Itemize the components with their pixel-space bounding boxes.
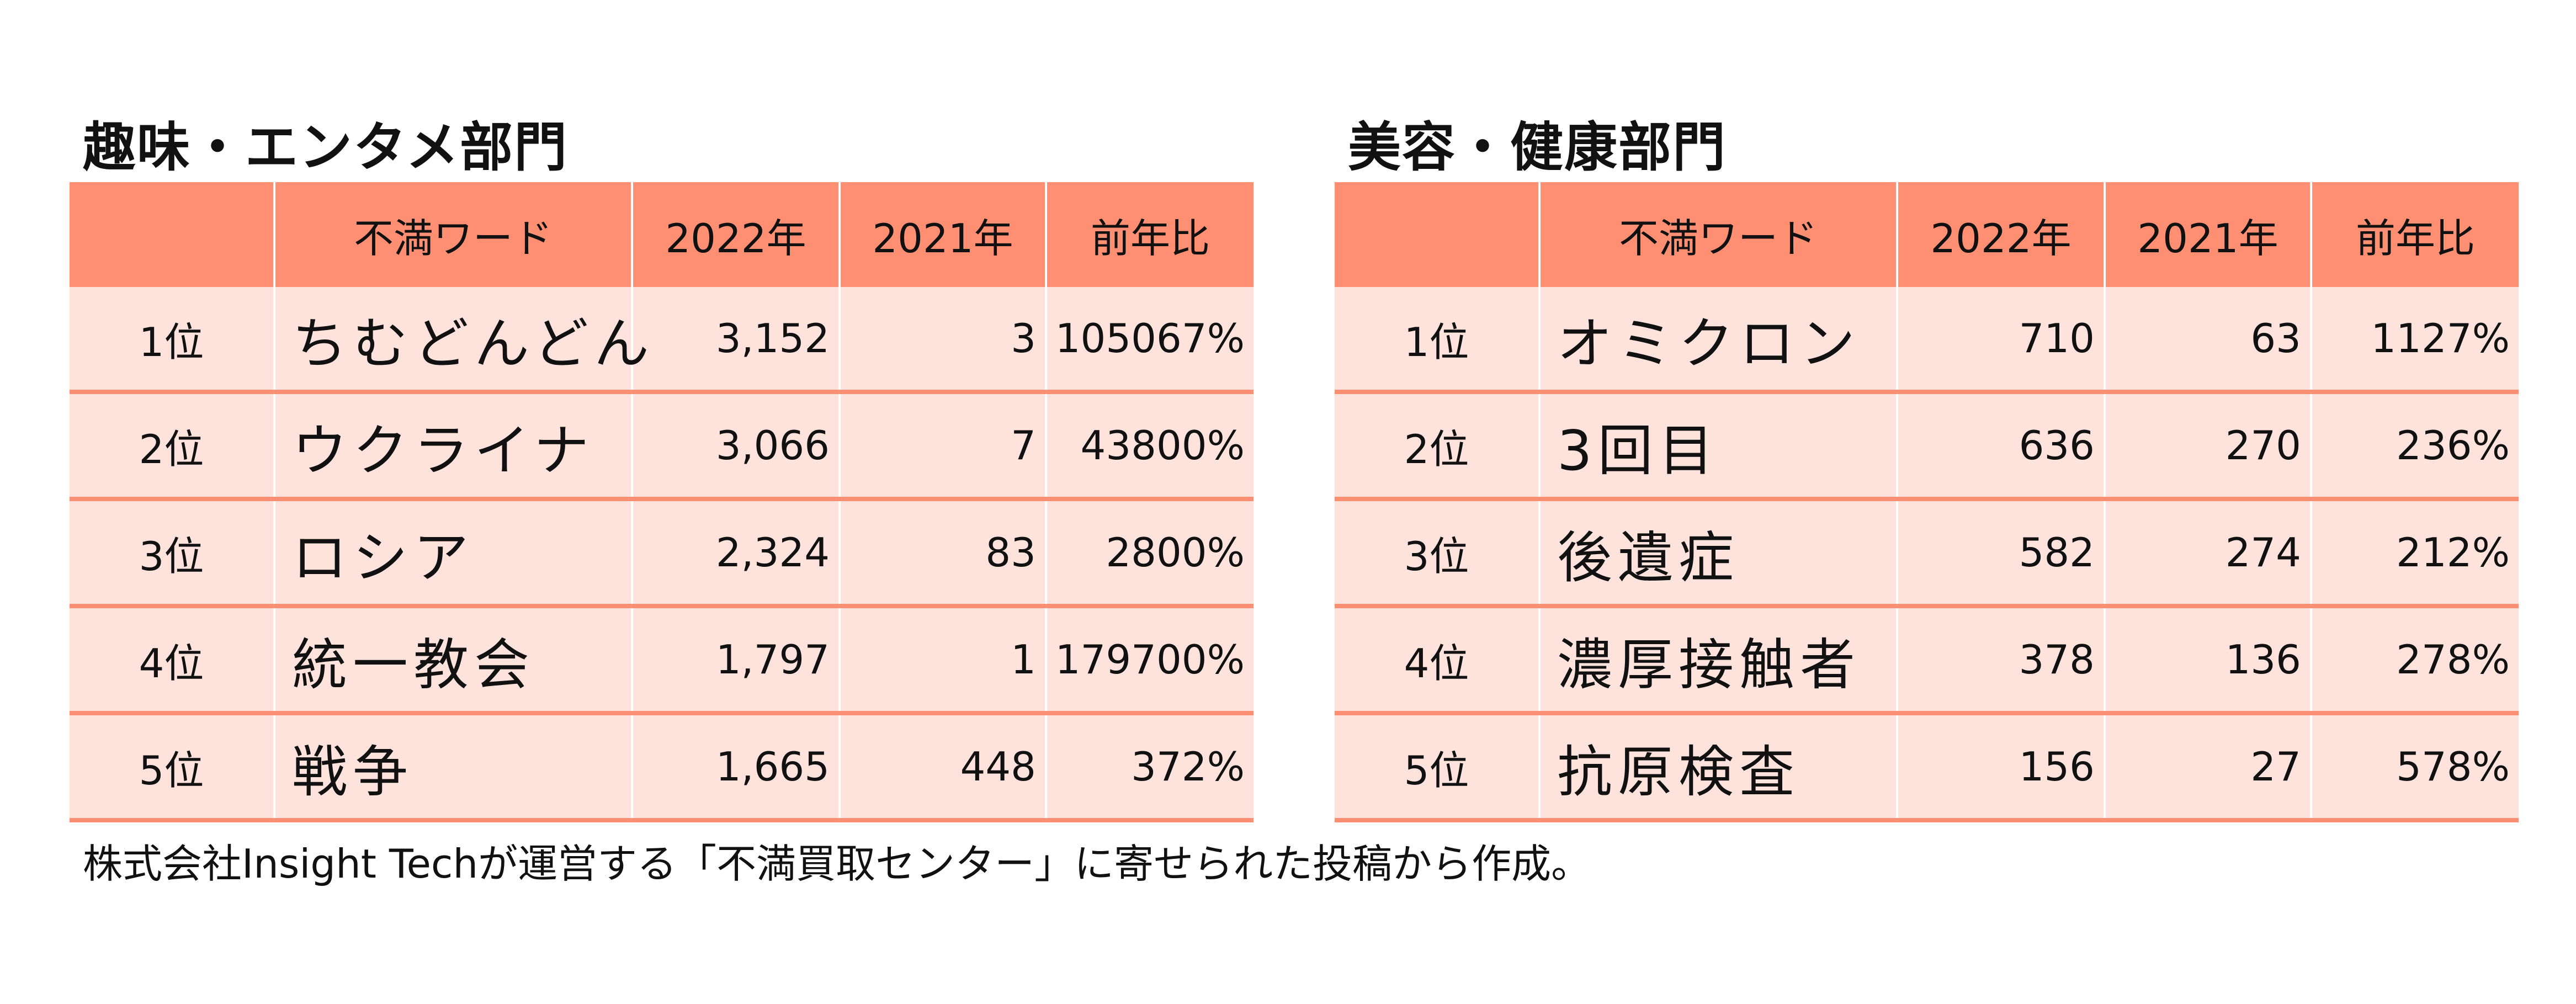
rank-cell: 3位	[70, 499, 275, 608]
word-cell: 統一教会	[274, 606, 633, 715]
rank-cell: 3位	[1335, 499, 1541, 608]
rank-cell: 4位	[1335, 606, 1541, 715]
source-footnote: 株式会社Insight Techが運営する「不満買取センター」に寄せられた投稿か…	[83, 841, 1591, 887]
yoy-cell: 179700%	[1046, 606, 1254, 715]
yoy-cell: 236%	[2311, 392, 2519, 501]
count-2021-cell: 7	[840, 392, 1047, 501]
yoy-cell: 578%	[2311, 713, 2519, 822]
word-cell: ウクライナ	[274, 392, 633, 501]
count-2021-cell: 448	[840, 713, 1047, 822]
yoy-cell: 372%	[1046, 713, 1254, 822]
table-row: 5位 戦争 1,665 448 372%	[70, 713, 1254, 822]
count-2021-cell: 27	[2105, 713, 2312, 822]
header-2022: 2022年	[632, 182, 841, 287]
yoy-cell: 278%	[2311, 606, 2519, 715]
word-cell: ちむどんどん	[274, 287, 649, 394]
word-cell: 戦争	[274, 713, 633, 822]
table-row: 1位 オミクロン 710 63 1127%	[1335, 287, 2519, 394]
header-word: 不満ワード	[274, 182, 633, 287]
table-row: 3位 後遺症 582 274 212%	[1335, 499, 2519, 608]
count-2021-cell: 1	[840, 606, 1047, 715]
count-2022-cell: 1,797	[632, 606, 841, 715]
word-cell: 抗原検査	[1539, 713, 1898, 822]
count-2022-cell: 2,324	[632, 499, 841, 608]
count-2021-cell: 3	[840, 287, 1047, 394]
count-2022-cell: 156	[1897, 713, 2106, 822]
header-2021: 2021年	[840, 182, 1047, 287]
rank-cell: 2位	[70, 392, 275, 501]
table-row: 4位 統一教会 1,797 1 179700%	[70, 606, 1254, 715]
count-2022-cell: 582	[1897, 499, 2106, 608]
word-cell: ロシア	[274, 499, 633, 608]
count-2021-cell: 136	[2105, 606, 2312, 715]
header-yoy: 前年比	[2311, 182, 2519, 287]
yoy-cell: 43800%	[1046, 392, 1254, 501]
section-title-beauty: 美容・健康部門	[1348, 116, 1727, 178]
count-2021-cell: 274	[2105, 499, 2312, 608]
rank-cell: 5位	[70, 713, 275, 822]
header-word: 不満ワード	[1539, 182, 1898, 287]
table-row: 1位 ちむどんどん 3,152 3 105067%	[70, 287, 1254, 394]
count-2022-cell: 636	[1897, 392, 2106, 501]
count-2022-cell: 3,066	[632, 392, 841, 501]
word-cell: 後遺症	[1539, 499, 1898, 608]
count-2021-cell: 83	[840, 499, 1047, 608]
table-row: 4位 濃厚接触者 378 136 278%	[1335, 606, 2519, 715]
table-row: 3位 ロシア 2,324 83 2800%	[70, 499, 1254, 608]
table-row: 2位 ウクライナ 3,066 7 43800%	[70, 392, 1254, 501]
table-row: 5位 抗原検査 156 27 578%	[1335, 713, 2519, 822]
header-2021: 2021年	[2105, 182, 2312, 287]
count-2021-cell: 63	[2105, 287, 2312, 394]
word-cell: 3回目	[1539, 392, 1898, 501]
header-yoy: 前年比	[1046, 182, 1254, 287]
count-2022-cell: 1,665	[632, 713, 841, 822]
rank-cell: 5位	[1335, 713, 1541, 822]
rank-cell: 1位	[1335, 287, 1541, 394]
hobby-ranking-table: 不満ワード 2022年 2021年 前年比 1位 ちむどんどん 3,152 3 …	[70, 182, 1254, 822]
yoy-cell: 2800%	[1046, 499, 1254, 608]
count-2022-cell: 710	[1897, 287, 2106, 394]
rank-cell: 4位	[70, 606, 275, 715]
word-cell: 濃厚接触者	[1539, 606, 1898, 715]
header-rank	[1335, 182, 1541, 287]
table-row: 2位 3回目 636 270 236%	[1335, 392, 2519, 501]
word-cell: オミクロン	[1539, 287, 1898, 394]
table-header-row: 不満ワード 2022年 2021年 前年比	[70, 182, 1254, 287]
yoy-cell: 1127%	[2311, 287, 2519, 394]
table-header-row: 不満ワード 2022年 2021年 前年比	[1335, 182, 2519, 287]
rank-cell: 1位	[70, 287, 275, 394]
rank-cell: 2位	[1335, 392, 1541, 501]
beauty-ranking-table: 不満ワード 2022年 2021年 前年比 1位 オミクロン 710 63 11…	[1335, 182, 2519, 822]
yoy-cell: 212%	[2311, 499, 2519, 608]
count-2022-cell: 378	[1897, 606, 2106, 715]
header-rank	[70, 182, 275, 287]
count-2022-cell: 3,152	[632, 287, 841, 394]
yoy-cell: 105067%	[1046, 287, 1254, 394]
header-2022: 2022年	[1897, 182, 2106, 287]
count-2021-cell: 270	[2105, 392, 2312, 501]
section-title-hobby: 趣味・エンタメ部門	[83, 116, 569, 178]
